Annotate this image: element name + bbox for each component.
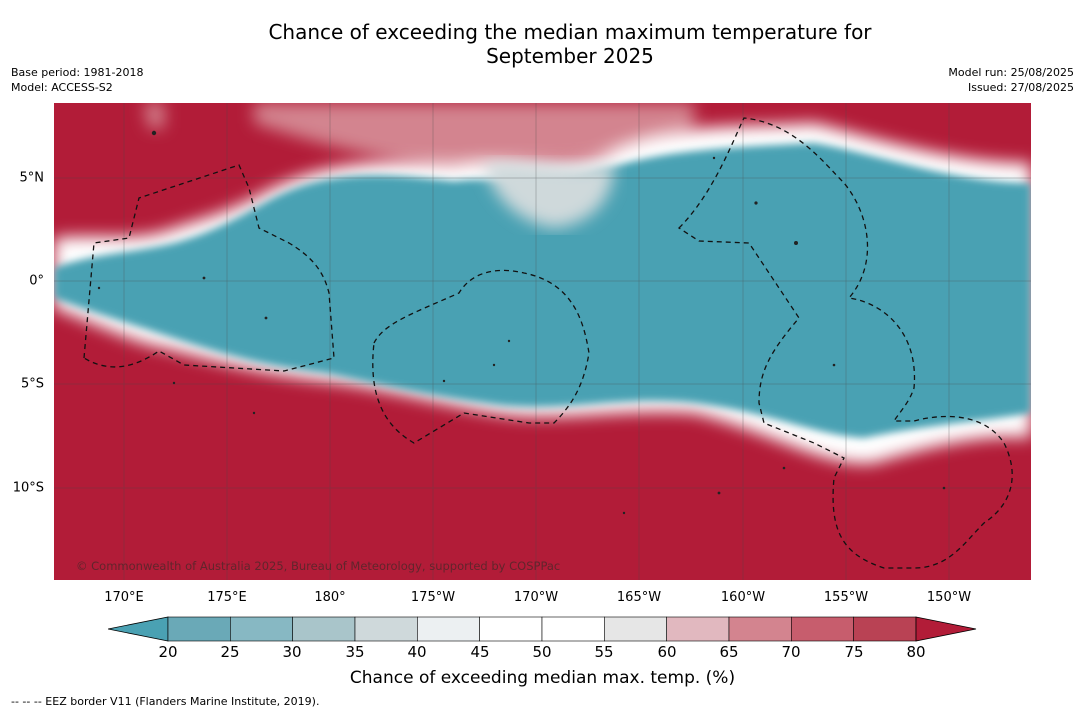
colorbar-graphic <box>107 616 977 642</box>
colorbar-label: 60 <box>657 643 677 661</box>
colorbar-label: 35 <box>345 643 365 661</box>
meta-left: Base period: 1981-2018 Model: ACCESS-S2 <box>11 65 143 95</box>
colorbar-bin <box>853 616 917 642</box>
model-run-date: Model run: 25/08/2025 <box>948 66 1074 79</box>
issued-date: Issued: 27/08/2025 <box>967 81 1074 94</box>
map-title: Chance of exceeding the median maximum t… <box>268 20 872 68</box>
colorbar-label: 25 <box>220 643 240 661</box>
meta-right: Model run: 25/08/2025 Issued: 27/08/2025 <box>948 65 1074 95</box>
colorbar-bin <box>728 616 792 642</box>
lat-tick-0: 0° <box>29 273 44 289</box>
lat-tick-5s: 5°S <box>20 376 44 392</box>
colorbar-extend-low <box>107 616 169 642</box>
colorbar-label: 40 <box>407 643 427 661</box>
lon-tick-150w: 150°W <box>926 590 972 605</box>
lon-tick-180: 180° <box>314 590 346 605</box>
lon-tick-175w: 175°W <box>410 590 456 605</box>
colorbar-bin <box>541 616 605 642</box>
colorbar-label: 50 <box>532 643 552 661</box>
colorbar-bin <box>354 616 418 642</box>
light-patch <box>484 161 614 228</box>
lon-tick-170e: 170°E <box>104 590 144 605</box>
lon-tick-175e: 175°E <box>207 590 247 605</box>
colorbar-bin <box>230 616 293 642</box>
colorbar-label: 30 <box>282 643 302 661</box>
eez-borders <box>83 117 1013 569</box>
colorbar-bin <box>292 616 356 642</box>
lon-tick-160w: 160°W <box>720 590 766 605</box>
colorbar-bin <box>417 616 480 642</box>
below-median-region <box>54 143 1031 438</box>
lat-tick-10s: 10°S <box>12 480 44 496</box>
lon-tick-170w: 170°W <box>513 590 559 605</box>
eez-legend-note: -- -- -- EEZ border V11 (Flanders Marine… <box>11 695 320 708</box>
lat-tick-5n: 5°N <box>19 170 45 186</box>
base-period: Base period: 1981-2018 <box>11 66 144 79</box>
lon-tick-155w: 155°W <box>823 590 869 605</box>
colorbar-extend-high <box>915 616 977 642</box>
colorbar-label: 55 <box>594 643 614 661</box>
colorbar <box>107 616 978 646</box>
lon-tick-165w: 165°W <box>616 590 662 605</box>
colorbar-label: 20 <box>158 643 178 661</box>
map-credit: © Commonwealth of Australia 2025, Bureau… <box>76 559 561 573</box>
islands <box>97 130 946 515</box>
colorbar-label: 75 <box>844 643 864 661</box>
colorbar-bin <box>604 616 667 642</box>
colorbar-bin <box>791 616 854 642</box>
colorbar-label: 70 <box>781 643 801 661</box>
colorbar-bin <box>167 616 231 642</box>
colorbar-bin <box>666 616 730 642</box>
colorbar-bin <box>479 616 543 642</box>
forecast-map: © Commonwealth of Australia 2025, Bureau… <box>54 103 1031 580</box>
gridlines <box>54 103 1031 580</box>
model-name: Model: ACCESS-S2 <box>11 81 113 94</box>
colorbar-label: 80 <box>906 643 926 661</box>
colorbar-title: Chance of exceeding median max. temp. (%… <box>349 668 736 688</box>
pink-patches <box>144 103 694 173</box>
colorbar-label: 65 <box>719 643 739 661</box>
colorbar-label: 45 <box>470 643 490 661</box>
